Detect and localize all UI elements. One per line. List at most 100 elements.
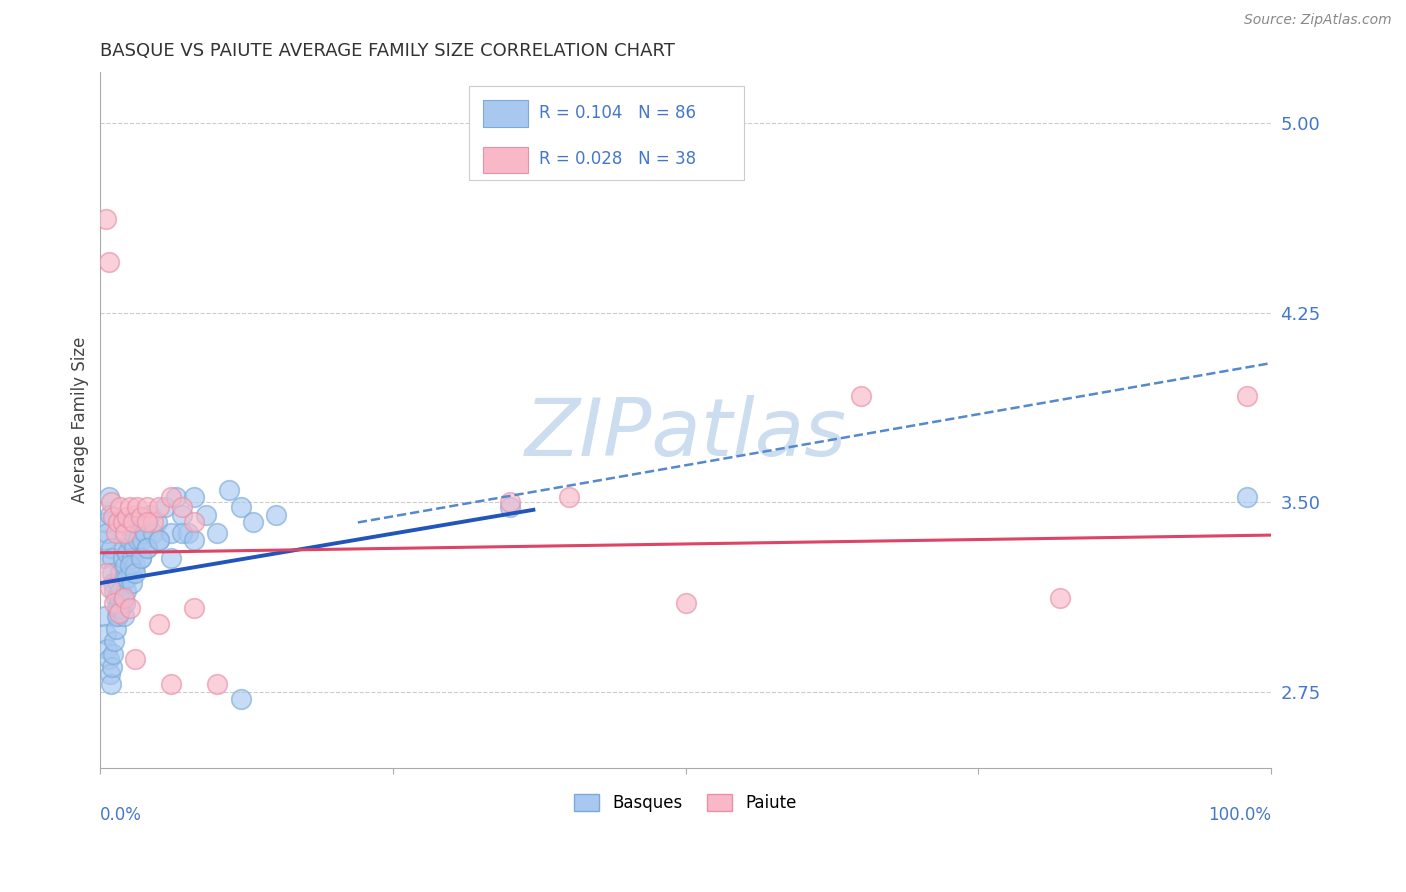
Point	[103, 576, 125, 591]
Point	[97, 652, 120, 666]
Point	[148, 500, 170, 515]
Point	[172, 508, 194, 522]
Point	[96, 525, 118, 540]
Point	[117, 510, 139, 524]
Point	[118, 500, 141, 515]
Point	[112, 609, 135, 624]
Point	[142, 525, 165, 540]
Bar	[484, 100, 527, 127]
Point	[97, 255, 120, 269]
Point	[124, 541, 146, 555]
Text: 100.0%: 100.0%	[1208, 806, 1271, 824]
Point	[128, 516, 150, 530]
Point	[103, 596, 125, 610]
Point	[104, 525, 127, 540]
Point	[218, 483, 240, 497]
Point	[100, 677, 122, 691]
Point	[94, 609, 117, 624]
Point	[172, 500, 194, 515]
Point	[183, 490, 205, 504]
Point	[121, 550, 143, 565]
Point	[153, 500, 176, 515]
Point	[159, 525, 181, 540]
Point	[96, 566, 118, 580]
Point	[121, 576, 143, 591]
Point	[98, 581, 121, 595]
Point	[115, 525, 138, 540]
Point	[499, 495, 522, 509]
Point	[111, 550, 134, 565]
Point	[114, 558, 136, 573]
Point	[159, 550, 181, 565]
Point	[183, 601, 205, 615]
Point	[264, 508, 287, 522]
Point	[229, 500, 252, 515]
Text: R = 0.104   N = 86: R = 0.104 N = 86	[540, 103, 696, 121]
Point	[115, 583, 138, 598]
Point	[96, 626, 118, 640]
Point	[1236, 389, 1258, 403]
Text: Source: ZipAtlas.com: Source: ZipAtlas.com	[1244, 13, 1392, 28]
Point	[98, 508, 121, 522]
Point	[96, 212, 118, 227]
Point	[107, 576, 129, 591]
Point	[134, 525, 156, 540]
Point	[136, 516, 159, 530]
Point	[1049, 591, 1071, 606]
Point	[229, 692, 252, 706]
Point	[148, 616, 170, 631]
Point	[101, 659, 124, 673]
Point	[111, 516, 134, 530]
Point	[98, 667, 121, 681]
Point	[117, 571, 139, 585]
Point	[124, 566, 146, 580]
Text: 0.0%: 0.0%	[100, 806, 142, 824]
Point	[101, 566, 124, 580]
Point	[96, 641, 118, 656]
Point	[107, 601, 129, 615]
Point	[108, 607, 131, 621]
Point	[110, 601, 132, 615]
Point	[131, 550, 153, 565]
Point	[112, 541, 135, 555]
Point	[557, 490, 579, 504]
Point	[107, 516, 129, 530]
Point	[96, 516, 118, 530]
Point	[107, 609, 129, 624]
Point	[110, 583, 132, 598]
FancyBboxPatch shape	[470, 87, 744, 180]
Point	[110, 583, 132, 598]
Point	[110, 566, 132, 580]
Point	[118, 533, 141, 548]
Point	[207, 525, 229, 540]
Point	[131, 510, 153, 524]
Point	[105, 601, 128, 615]
Point	[124, 652, 146, 666]
Point	[136, 500, 159, 515]
Point	[165, 490, 187, 504]
Bar	[484, 147, 527, 173]
Point	[194, 508, 217, 522]
Point	[124, 508, 146, 522]
Point	[131, 550, 153, 565]
Point	[125, 500, 148, 515]
Point	[94, 533, 117, 548]
Point	[105, 609, 128, 624]
Point	[124, 558, 146, 573]
Point	[101, 550, 124, 565]
Point	[104, 622, 127, 636]
Point	[122, 516, 145, 530]
Point	[103, 634, 125, 648]
Point	[675, 596, 697, 610]
Legend: Basques, Paiute: Basques, Paiute	[567, 787, 804, 819]
Point	[108, 591, 131, 606]
Point	[159, 490, 181, 504]
Point	[183, 533, 205, 548]
Point	[110, 500, 132, 515]
Point	[183, 516, 205, 530]
Point	[242, 516, 264, 530]
Point	[1236, 490, 1258, 504]
Point	[172, 525, 194, 540]
Point	[104, 591, 127, 606]
Point	[142, 516, 165, 530]
